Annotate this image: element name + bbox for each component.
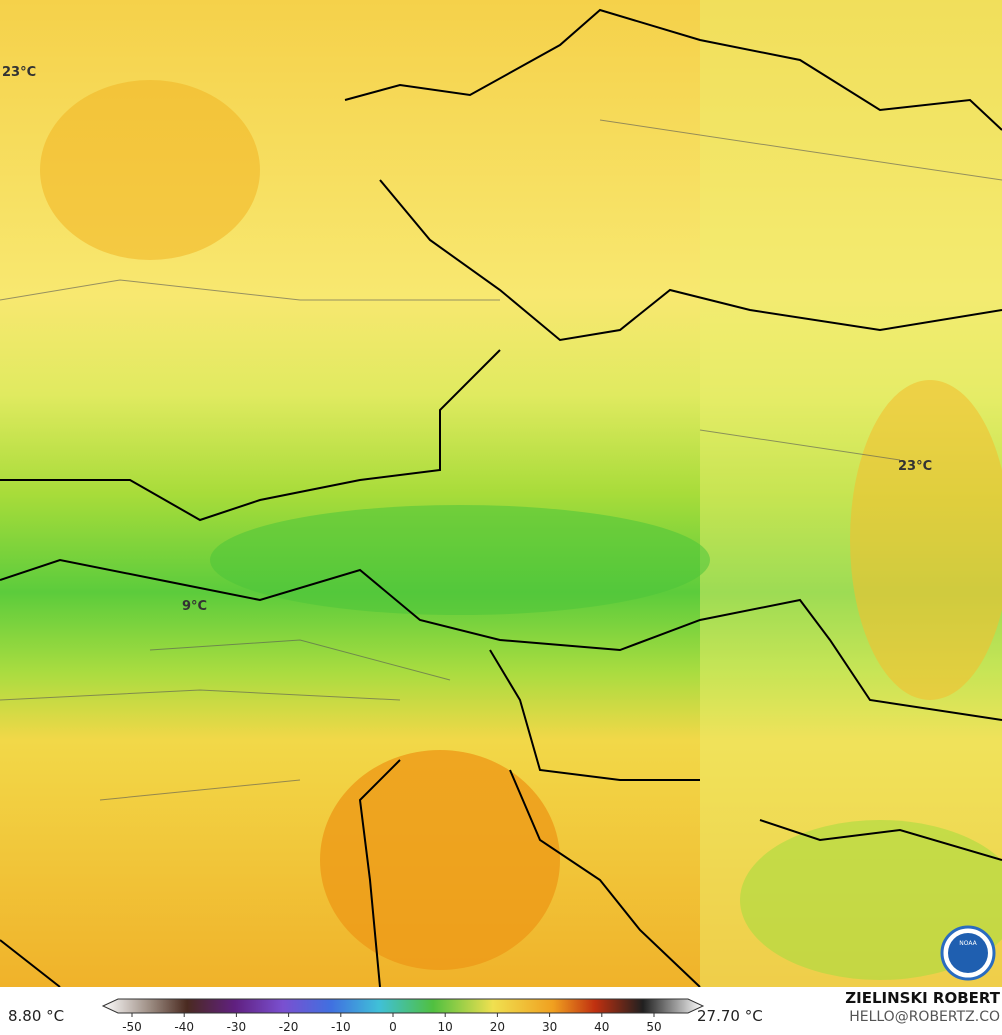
- credit-name: ZIELINSKI ROBERT: [845, 989, 1000, 1007]
- colorbar-tick-label: -20: [279, 1020, 299, 1034]
- colorbar: [101, 998, 705, 1014]
- east-field: [700, 0, 1002, 987]
- region-borders: [0, 119, 1002, 801]
- colorbar-tick-label: 0: [389, 1020, 397, 1034]
- warm-area: [40, 80, 260, 260]
- svg-text:NOAA: NOAA: [959, 940, 977, 947]
- temperature-label: 23°C: [898, 459, 932, 474]
- warm-area: [850, 380, 1002, 700]
- colorbar-tick-label: -40: [174, 1020, 194, 1034]
- colorbar-max-label: 27.70 °C: [697, 1007, 763, 1025]
- map: 23°C 23°C 9°C NOAA: [0, 0, 1002, 988]
- temperature-label: 9°C: [182, 599, 207, 614]
- credit-email: HELLO@ROBERTZ.CO: [849, 1009, 1000, 1025]
- cool-area: [740, 820, 1002, 980]
- colorbar-ticks: -50 -40 -30 -20 -10 0 10 20 30 40 50: [122, 1013, 662, 1034]
- cool-area: [210, 505, 710, 615]
- noaa-logo: NOAA: [940, 925, 996, 981]
- map-labels: 23°C 23°C 9°C: [2, 65, 932, 614]
- colorbar-min-label: 8.80 °C: [8, 1007, 64, 1025]
- temperature-label: 23°C: [2, 65, 36, 80]
- colorbar-tick-label: 50: [646, 1020, 661, 1034]
- colorbar-tick-label: -10: [331, 1020, 351, 1034]
- colorbar-tick-label: 30: [542, 1020, 557, 1034]
- colorbar-tick-label: -30: [227, 1020, 247, 1034]
- colorbar-tick-label: 40: [594, 1020, 609, 1034]
- warm-area: [320, 750, 560, 970]
- colorbar-tick-label: 10: [438, 1020, 453, 1034]
- colorbar-tick-label: 20: [490, 1020, 505, 1034]
- colorbar-tick-label: -50: [122, 1020, 142, 1034]
- country-borders: [0, 8, 1002, 988]
